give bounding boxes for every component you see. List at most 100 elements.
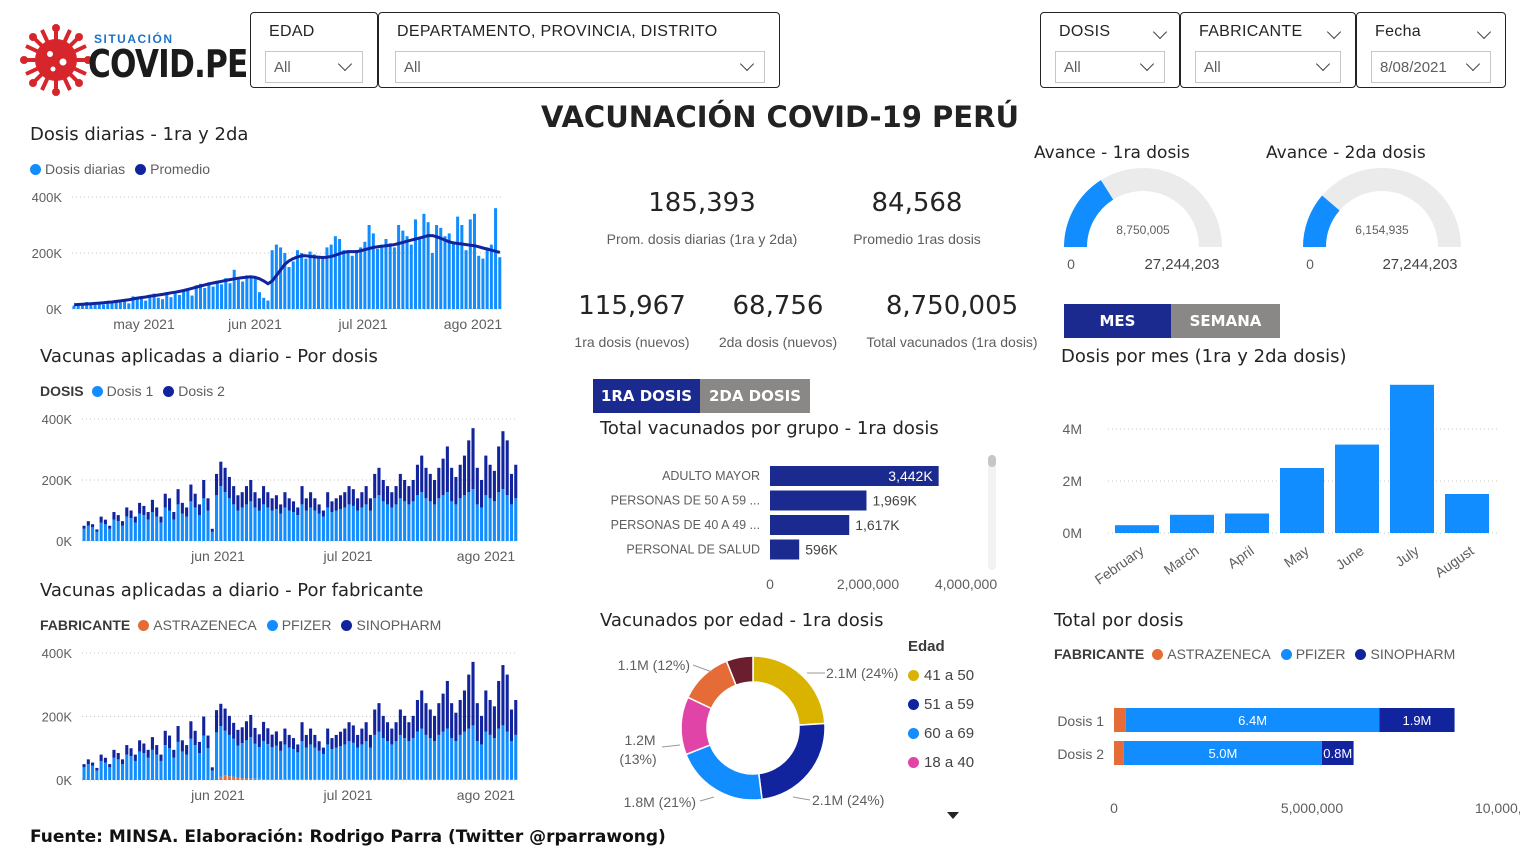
bar	[296, 515, 300, 541]
bar	[93, 302, 97, 309]
page-title: VACUNACIÓN COVID-19 PERÚ	[541, 100, 1019, 134]
x-tick-label: jul 2021	[322, 787, 372, 803]
bar	[236, 279, 240, 309]
bar	[346, 253, 350, 309]
bar	[163, 730, 167, 746]
chart-por-fabricante[interactable]: 0K 200K 400K jun 2021 jul 2021 ago 2021	[30, 642, 525, 807]
bar	[156, 297, 160, 309]
bar	[441, 731, 445, 780]
bar	[356, 734, 360, 748]
chart-total-por-dosis[interactable]: Dosis 1 6.4M 1.9M Dosis 2 5.0M 0.8M 0 5,000,000…	[1050, 695, 1520, 825]
bar	[309, 492, 313, 508]
chart-por-grupo[interactable]: ADULTO MAYOR 3,442K PERSONAS DE 50 A 59 ..…	[590, 450, 1000, 600]
bar	[172, 757, 176, 780]
filter-edad-dropdown[interactable]: All	[265, 51, 363, 83]
bar	[317, 750, 321, 780]
bar	[227, 734, 231, 777]
bar	[373, 734, 377, 780]
bar	[185, 507, 189, 517]
bar	[326, 728, 330, 745]
bar	[283, 728, 287, 745]
scrollbar-thumb[interactable]	[988, 455, 996, 467]
bar	[300, 741, 304, 780]
bar	[351, 489, 355, 506]
bar	[462, 690, 467, 732]
bar	[279, 779, 283, 780]
bar	[89, 303, 93, 309]
gauge-1ra-dosis[interactable]: 8,750,005 0 27,244,203	[1050, 168, 1240, 278]
bar	[177, 295, 181, 309]
chart-dosis-por-mes[interactable]: 0M 2M 4M February March April May June July Augus…	[1050, 375, 1510, 590]
filter-region[interactable]: DEPARTAMENTO, PROVINCIA, DISTRITO All	[378, 12, 780, 88]
bar	[462, 731, 467, 780]
filter-fabricante[interactable]: FABRICANTE All	[1180, 12, 1356, 88]
x-tick-label: 0	[766, 576, 774, 592]
gauge-max-label: 27,244,203	[1382, 256, 1457, 273]
bar	[215, 732, 219, 780]
scroll-down-icon[interactable]	[947, 812, 959, 819]
tab-2da-dosis[interactable]: 2DA DOSIS	[700, 379, 810, 413]
bar	[108, 525, 112, 529]
bar	[505, 495, 509, 541]
chart-por-edad[interactable]: 2.1M (24%) 2.1M (24%) 1.8M (21%) 1.1M (12%)…	[600, 640, 930, 820]
bar	[437, 703, 441, 735]
bar	[189, 721, 193, 739]
bar	[462, 495, 467, 541]
filter-dosis[interactable]: DOSIS All	[1040, 12, 1180, 88]
filter-region-dropdown[interactable]: All	[395, 51, 765, 83]
filter-fecha[interactable]: Fecha 8/08/2021	[1356, 12, 1506, 88]
gauge-2da-dosis[interactable]: 6,154,935 0 27,244,203	[1289, 168, 1479, 278]
kpi-2da-nuevos-value: 68,756	[732, 291, 824, 321]
bar	[505, 731, 509, 780]
data-label: 1,969K	[872, 493, 917, 509]
scrollbar[interactable]	[988, 455, 996, 570]
x-tick-label: June	[1333, 542, 1367, 573]
legend-item: Dosis diarias	[45, 161, 126, 177]
tab-semana[interactable]: SEMANA	[1171, 304, 1280, 338]
bar	[443, 236, 447, 309]
bar	[112, 519, 116, 541]
bar	[176, 504, 180, 541]
bar	[373, 473, 377, 499]
bar	[223, 730, 227, 776]
bar	[501, 489, 505, 541]
filter-edad[interactable]: EDAD All	[250, 12, 378, 88]
bar	[215, 495, 219, 541]
bar	[334, 779, 338, 780]
bar	[343, 744, 347, 780]
bar	[497, 492, 501, 541]
bar	[437, 734, 441, 780]
bar	[138, 740, 142, 752]
filter-fabricante-dropdown[interactable]: All	[1195, 51, 1341, 83]
bar	[458, 498, 462, 541]
legend-dot	[908, 728, 919, 739]
bar	[433, 741, 437, 780]
tab-mes[interactable]: MES	[1064, 304, 1171, 338]
legend-title: FABRICANTE	[40, 617, 131, 633]
bar	[484, 455, 488, 496]
tab-1ra-dosis[interactable]: 1RA DOSIS	[593, 379, 700, 413]
card-title-mes: Dosis por mes (1ra y 2da dosis)	[1061, 346, 1347, 367]
bar	[373, 498, 377, 541]
bar	[492, 738, 496, 780]
bar	[1170, 514, 1214, 533]
legend-label: 18 a 40	[924, 754, 975, 771]
bar	[287, 734, 291, 748]
chart-por-dosis[interactable]: 0K 200K 400K jun 2021 jul 2021 ago 2021	[30, 408, 525, 568]
bar	[394, 779, 398, 780]
bar	[240, 507, 244, 541]
bar	[120, 764, 125, 780]
legend-title: DOSIS	[40, 383, 84, 399]
bar	[167, 510, 172, 541]
bar	[454, 504, 458, 541]
filter-dosis-dropdown[interactable]: All	[1055, 51, 1165, 83]
bar	[321, 258, 325, 309]
legend-items: 41 a 50 51 a 59 60 a 69 18 a 40	[908, 667, 1008, 771]
bar	[262, 740, 266, 780]
bar	[492, 470, 496, 502]
filter-fecha-dropdown[interactable]: 8/08/2021	[1371, 51, 1491, 83]
chart-dosis-diarias[interactable]: 0K 200K 400K may 2021 jun 2021 jul 2021 ago 20…	[20, 185, 520, 335]
bar	[270, 734, 274, 748]
bar	[390, 779, 394, 780]
bar	[317, 779, 321, 780]
